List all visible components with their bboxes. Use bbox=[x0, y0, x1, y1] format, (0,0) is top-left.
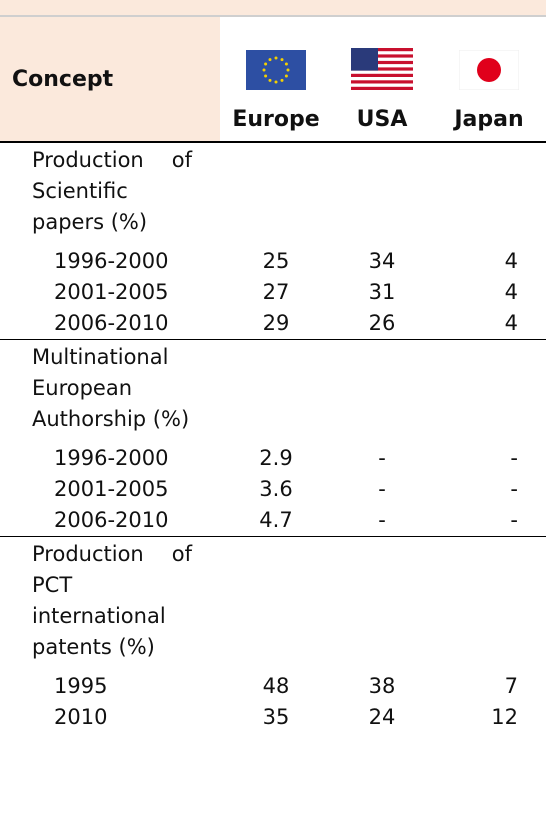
star bbox=[264, 74, 268, 78]
cell-value: - bbox=[510, 446, 518, 470]
star bbox=[268, 78, 272, 82]
section-title-row: Production of PCT international patents … bbox=[0, 536, 546, 671]
cell-value: 31 bbox=[368, 280, 396, 304]
column-header: USA bbox=[332, 17, 432, 143]
header-row: Concept Europe USA bbox=[0, 17, 546, 143]
cell-value: - bbox=[378, 508, 386, 532]
spacer bbox=[220, 339, 546, 443]
star bbox=[268, 58, 272, 62]
cell-value: 25 bbox=[262, 249, 290, 273]
row-label: 1995 bbox=[54, 674, 108, 698]
cell-value: 4 bbox=[504, 311, 518, 335]
eu-flag bbox=[246, 50, 306, 90]
cell-value: 2.9 bbox=[259, 446, 293, 470]
header-band bbox=[0, 0, 546, 17]
row-label: 1996-2000 bbox=[54, 446, 169, 470]
cell-value: 27 bbox=[262, 280, 290, 304]
data-row: 2001-2005 3.6 - - bbox=[0, 474, 546, 505]
section-title: Production of PCT international patents … bbox=[0, 536, 220, 671]
column-header: Japan bbox=[432, 17, 546, 143]
cell-value: 35 bbox=[262, 705, 290, 729]
star bbox=[264, 62, 268, 66]
star bbox=[274, 80, 278, 84]
section-title-row: Multinational European Authorship (%) bbox=[0, 339, 546, 443]
table: Concept Europe USA bbox=[0, 17, 546, 733]
japan-flag bbox=[459, 50, 519, 90]
row-label: 2001-2005 bbox=[54, 477, 169, 501]
column-label: Europe bbox=[232, 107, 320, 132]
data-row: 2010 35 24 12 bbox=[0, 702, 546, 733]
cell-value: 3.6 bbox=[259, 477, 293, 501]
star bbox=[280, 58, 284, 62]
data-row: 2006-2010 29 26 4 bbox=[0, 308, 546, 340]
data-row: 2001-2005 27 31 4 bbox=[0, 277, 546, 308]
data-row: 1995 48 38 7 bbox=[0, 671, 546, 702]
star bbox=[286, 68, 290, 72]
section-title: Multinational European Authorship (%) bbox=[0, 339, 220, 443]
star bbox=[280, 78, 284, 82]
cell-value: 12 bbox=[491, 705, 518, 729]
cell-value: 4 bbox=[504, 249, 518, 273]
star bbox=[262, 68, 266, 72]
spacer bbox=[220, 142, 546, 246]
cell-value: 29 bbox=[262, 311, 290, 335]
row-label: 2001-2005 bbox=[54, 280, 169, 304]
section-title-row: Production of Scientific papers (%) bbox=[0, 142, 546, 246]
cell-value: 24 bbox=[368, 705, 396, 729]
section-title: Production of Scientific papers (%) bbox=[32, 148, 192, 234]
cell-value: 4 bbox=[504, 280, 518, 304]
column-header: Europe bbox=[220, 17, 332, 143]
concept-header: Concept bbox=[0, 17, 220, 143]
cell-value: 34 bbox=[368, 249, 396, 273]
column-label: USA bbox=[356, 107, 408, 132]
star bbox=[284, 74, 288, 78]
column-label: Japan bbox=[454, 107, 524, 132]
row-label: 2006-2010 bbox=[54, 508, 169, 532]
row-label: 2010 bbox=[54, 705, 108, 729]
cell-value: 4.7 bbox=[259, 508, 293, 532]
spacer bbox=[220, 536, 546, 671]
data-row: 2006-2010 4.7 - - bbox=[0, 505, 546, 537]
row-label: 2006-2010 bbox=[54, 311, 169, 335]
data-row: 1996-2000 25 34 4 bbox=[0, 246, 546, 277]
star bbox=[274, 56, 278, 60]
cell-value: - bbox=[510, 477, 518, 501]
usa-flag bbox=[351, 48, 413, 90]
data-row: 1996-2000 2.9 - - bbox=[0, 443, 546, 474]
cell-value: - bbox=[378, 446, 386, 470]
row-label: 1996-2000 bbox=[54, 249, 169, 273]
cell-value: - bbox=[510, 508, 518, 532]
star bbox=[284, 62, 288, 66]
cell-value: - bbox=[378, 477, 386, 501]
cell-value: 7 bbox=[504, 674, 518, 698]
cell-value: 48 bbox=[262, 674, 290, 698]
cell-value: 26 bbox=[368, 311, 396, 335]
cell-value: 38 bbox=[368, 674, 396, 698]
